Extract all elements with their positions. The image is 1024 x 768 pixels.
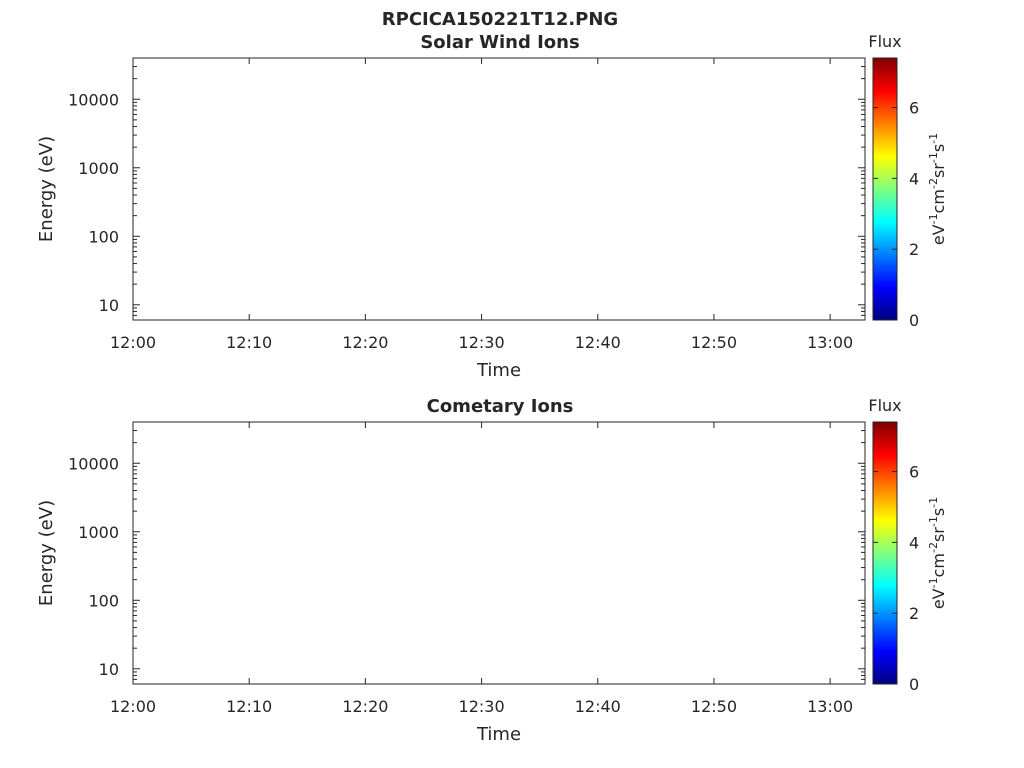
unit-exponent: -2 [927,542,940,553]
colorbar-tick-label: 2 [909,604,919,623]
colorbar-tick-label: 2 [909,240,919,259]
y-tick-label: 1000 [78,159,119,178]
unit-base: eV [929,224,948,245]
x-tick-label: 12:50 [691,697,737,716]
y-tick-label: 10000 [68,454,119,473]
colorbar-tick-label: 0 [909,311,919,330]
x-tick-label: 12:00 [110,697,156,716]
colorbar-tick-label: 4 [909,533,919,552]
panel-title: Cometary Ions [427,396,574,417]
y-axis-label: Energy (eV) [36,500,57,606]
unit-exponent: -1 [927,133,940,144]
x-tick-label: 12:40 [575,333,621,352]
colorbar-title: Flux [868,396,901,415]
x-tick-label: 12:30 [459,333,505,352]
unit-base: s [929,508,948,516]
colorbar-title: Flux [868,32,901,51]
unit-exponent: -1 [927,516,940,527]
colorbar-ticks: 0 2 4 6 [873,99,919,330]
unit-exponent: -1 [927,577,940,588]
y-tick-label: 10000 [68,90,119,109]
y-axis: 10 100 1000 10000 [68,421,865,685]
x-axis-label: Time [476,360,521,381]
colorbar-gradient [872,57,898,321]
panel-title: Solar Wind Ions [420,32,579,53]
unit-base: sr [929,163,948,178]
plot-frame [132,421,866,685]
panel-solar-wind: Solar Wind Ions 12:00 12:10 12:20 12:30 12:4… [36,32,948,381]
y-tick-label: 100 [88,591,119,610]
plot-frame [132,57,866,321]
unit-exponent: -2 [927,178,940,189]
unit-exponent: -1 [927,152,940,163]
x-tick-label: 13:00 [807,333,853,352]
x-tick-label: 12:40 [575,697,621,716]
y-axis-label: Energy (eV) [36,136,57,242]
colorbar-gradient [872,421,898,685]
unit-exponent: -1 [927,213,940,224]
unit-base: cm [929,189,948,213]
colorbar-ticks: 0 2 4 6 [873,463,919,694]
y-tick-label: 10 [99,660,119,679]
y-tick-label: 1000 [78,523,119,542]
y-tick-label: 10 [99,296,119,315]
colorbar-tick-label: 6 [909,99,919,118]
y-axis: 10 100 1000 10000 [68,57,865,321]
y-tick-label: 100 [88,227,119,246]
colorbar-units: eV-1cm-2sr-1s-1 [927,497,948,609]
x-axis-label: Time [476,724,521,745]
colorbar-tick-label: 6 [909,463,919,482]
colorbar-tick-label: 0 [909,675,919,694]
unit-base: s [929,144,948,152]
x-tick-label: 12:20 [342,333,388,352]
x-axis: 12:00 12:10 12:20 12:30 12:40 12:50 13:00 [110,422,853,716]
unit-base: eV [929,588,948,609]
figure-title: RPCICA150221T12.PNG [382,9,618,30]
x-tick-label: 12:20 [342,697,388,716]
unit-base: cm [929,553,948,577]
x-tick-label: 12:10 [226,333,272,352]
x-tick-label: 12:30 [459,697,505,716]
x-tick-label: 12:10 [226,697,272,716]
x-axis: 12:00 12:10 12:20 12:30 12:40 12:50 13:00 [110,58,853,352]
unit-base: sr [929,527,948,542]
x-tick-label: 12:50 [691,333,737,352]
colorbar-tick-label: 4 [909,169,919,188]
unit-exponent: -1 [927,497,940,508]
x-tick-label: 12:00 [110,333,156,352]
panel-cometary: Cometary Ions 12:00 12:10 12:20 12:30 12:40 1… [36,396,948,745]
x-tick-label: 13:00 [807,697,853,716]
colorbar-units: eV-1cm-2sr-1s-1 [927,133,948,245]
